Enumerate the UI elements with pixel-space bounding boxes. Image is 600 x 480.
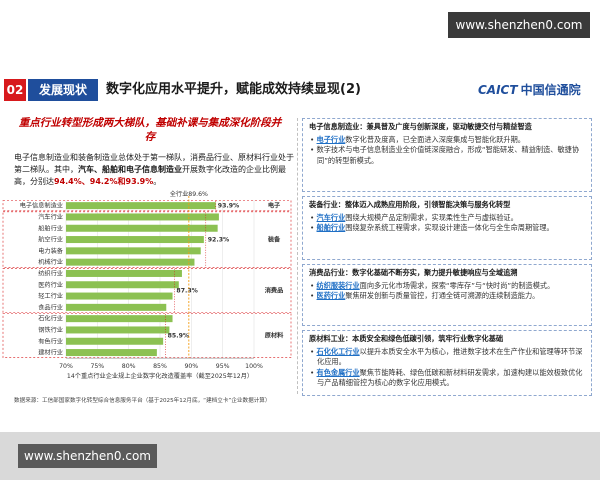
y-tick-label: 汽车行业	[38, 213, 63, 221]
highlight: 石化化工行业	[316, 346, 360, 356]
x-tick-label: 90%	[184, 363, 198, 370]
highlight: 电子行业	[316, 134, 346, 144]
text: 94.4%、94.2%和93.9%	[54, 177, 154, 186]
group-box	[2, 313, 292, 359]
average-label: 92.3%	[208, 237, 229, 244]
section-number: 02	[4, 79, 26, 101]
bar	[66, 303, 167, 311]
bullet-text: 以提升本质安全水平为核心，推进数字技术在生产作业和管理等环节深化应用。	[317, 346, 583, 367]
y-tick-label: 轻工行业	[38, 292, 63, 300]
bar	[66, 292, 173, 300]
y-tick-label: 钢铁行业	[38, 326, 63, 334]
highlight: 有色金属行业	[316, 367, 360, 377]
panel-title: 电子信息制造业：兼具普及广度与创新深度，驱动敏捷交付与精益智造	[309, 122, 532, 131]
group-box	[2, 211, 292, 268]
y-tick-label: 船舶行业	[38, 224, 63, 232]
group-label: 电子	[268, 202, 281, 210]
logo: CAICT 中国信通院	[478, 80, 581, 100]
panel: 电子信息制造业：兼具普及广度与创新深度，驱动敏捷交付与精益智造 • 电子行业数字化…	[302, 118, 592, 192]
logo-name: 中国信通院	[520, 83, 581, 97]
text: 汽车、船舶和电子信息制造业	[78, 165, 182, 174]
watermark: www.shenzhen0.com	[448, 12, 590, 38]
paragraph: 电子信息制造业和装备制造业总体处于第一梯队，消费品行业、原材料行业处于第二梯队。…	[14, 152, 296, 188]
logo-mark: CAICT	[478, 83, 518, 97]
bar	[66, 337, 164, 345]
bullet: • 船舶行业围绕复杂系统工程需求，实现设计建造一体化与全生命周期管理。	[310, 223, 554, 232]
bullet-text: 聚焦研发创新与质量管控，打通全链可溯源的连续制造能力。	[345, 291, 540, 300]
bullet-text: 面向多元化市场需求，探索“零库存”与“快时尚”的制造模式。	[359, 280, 555, 290]
text: 开展数字化改造的企业比例最高，分别达	[14, 165, 286, 186]
y-tick-label: 建材行业	[38, 349, 63, 357]
x-axis-title: 14个重点行业企业规上企业数字化改造覆盖率（截至2025年12月）	[67, 372, 253, 380]
y-tick-label: 有色行业	[38, 337, 63, 345]
y-tick-label: 医药行业	[38, 281, 63, 289]
x-tick-label: 75%	[90, 363, 104, 370]
bar	[66, 224, 218, 232]
bar	[66, 258, 195, 266]
text: 电子信息制造业和装备制造业总体处于第一梯队，消费品行业、原材料行业处于第二梯队。…	[14, 153, 294, 174]
panel-title: 消费品行业：数字化基础不断夯实，聚力提升敏捷响应与全域追溯	[309, 268, 518, 277]
bullet: • 石化化工行业以提升本质安全水平为核心，推进数字技术在生产作业和管理等环节深化…	[310, 346, 583, 367]
x-tick-label: 95%	[216, 363, 230, 370]
bullet: • 有色金属行业聚焦节能降耗、绿色低碳和新材料研发需求，加速构建以能效极致优化与…	[310, 367, 583, 388]
panel-title: 装备行业：整体迈入成熟应用阶段，引领智能决策与服务化转型	[309, 200, 511, 209]
bar	[66, 236, 204, 244]
highlight: 纺织服装行业	[316, 280, 360, 290]
bullet-text: 数字技术与电子信息制造业全价值链深度融合，形成“智能研发、精益制造、敏捷协同”的…	[316, 145, 580, 165]
text: 。	[153, 177, 162, 186]
group-box	[2, 200, 292, 212]
bullet: • 汽车行业围绕大规模产品定制需求，实现柔性生产与虚拟验证。	[310, 212, 518, 222]
bar	[66, 349, 157, 357]
group-box	[2, 268, 292, 313]
panel-title: 原材料工业：本质安全和绿色低碳引领，筑牢行业数字化基础	[309, 334, 504, 343]
x-tick-label: 80%	[122, 363, 136, 370]
reference-label: 全行业89.6%	[170, 190, 208, 198]
bullet-text: 围绕大规模产品定制需求，实现柔性生产与虚拟验证。	[345, 212, 518, 222]
bullet: • 纺织服装行业面向多元化市场需求，探索“零库存”与“快时尚”的制造模式。	[310, 280, 555, 290]
bullet: • 医药行业聚焦研发创新与质量管控，打通全链可溯源的连续制造能力。	[310, 291, 540, 300]
group-label: 消费品	[265, 286, 284, 294]
slide-title: 数字化应用水平提升，赋能成效持续显现(2)	[106, 82, 361, 97]
y-tick-label: 石化行业	[38, 315, 63, 323]
group-label: 装备	[267, 236, 281, 244]
bullet: • 电子行业数字化普及度高，已全面进入深度集成与智能化跃升期。	[310, 134, 525, 144]
bar	[66, 315, 173, 323]
y-tick-label: 机械行业	[38, 258, 63, 266]
average-label: 87.3%	[176, 287, 197, 294]
panel: 消费品行业：数字化基础不断夯实，聚力提升敏捷响应与全域追溯 • 纺织服装行业面向多…	[302, 264, 592, 326]
chart: 70% 75% 80% 85% 90% 95% 100% 电子 电子信息制造业 93.9% 装备 汽车…	[2, 190, 292, 380]
bullet-text: 围绕复杂系统工程需求，实现设计建造一体化与全生命周期管理。	[345, 223, 554, 232]
divider	[297, 118, 298, 394]
watermark: www.shenzhen0.com	[18, 444, 157, 468]
panel: 原材料工业：本质安全和绿色低碳引领，筑牢行业数字化基础 • 石化化工行业以提升本质…	[302, 330, 592, 396]
bar	[66, 247, 201, 255]
bullet: • 数字技术与电子信息制造业全价值链深度融合，形成“智能研发、精益制造、敏捷协同…	[310, 145, 580, 165]
bar	[66, 326, 170, 334]
group-label: 原材料	[265, 332, 284, 340]
bar	[66, 202, 216, 210]
average-label: 93.9%	[218, 203, 239, 210]
highlight: 医药行业	[316, 291, 346, 300]
panel: 装备行业：整体迈入成熟应用阶段，引领智能决策与服务化转型 • 汽车行业围绕大规模产…	[302, 196, 592, 260]
y-tick-label: 食品行业	[38, 303, 63, 311]
bullet-text: 数字化普及度高，已全面进入深度集成与智能化跃升期。	[345, 134, 525, 144]
bar	[66, 269, 182, 277]
left-heading: 重点行业转型形成两大梯队，基础补课与集成深化阶段并存	[18, 117, 282, 143]
x-tick-label: 100%	[245, 363, 263, 370]
x-tick-label: 70%	[59, 363, 73, 370]
highlight: 汽车行业	[316, 212, 346, 222]
x-tick-label: 85%	[153, 363, 167, 370]
bullet-text: 聚焦节能降耗、绿色低碳和新材料研发需求，加速构建以能效极致优化与产品精细管控为核…	[317, 367, 583, 388]
bar	[66, 281, 179, 289]
y-tick-label: 电力装备	[38, 247, 64, 255]
y-tick-label: 航空行业	[38, 236, 63, 244]
y-tick-label: 纺织行业	[38, 269, 63, 277]
highlight: 船舶行业	[316, 223, 346, 232]
average-label: 85.9%	[168, 333, 189, 340]
source: 数据来源：工信部国家数字化转型综合信息服务平台（基于2025年12月底，“建档立…	[14, 398, 271, 404]
section-label: 发展现状	[28, 79, 98, 101]
y-tick-label: 电子信息制造业	[20, 202, 63, 210]
bar	[66, 213, 219, 221]
